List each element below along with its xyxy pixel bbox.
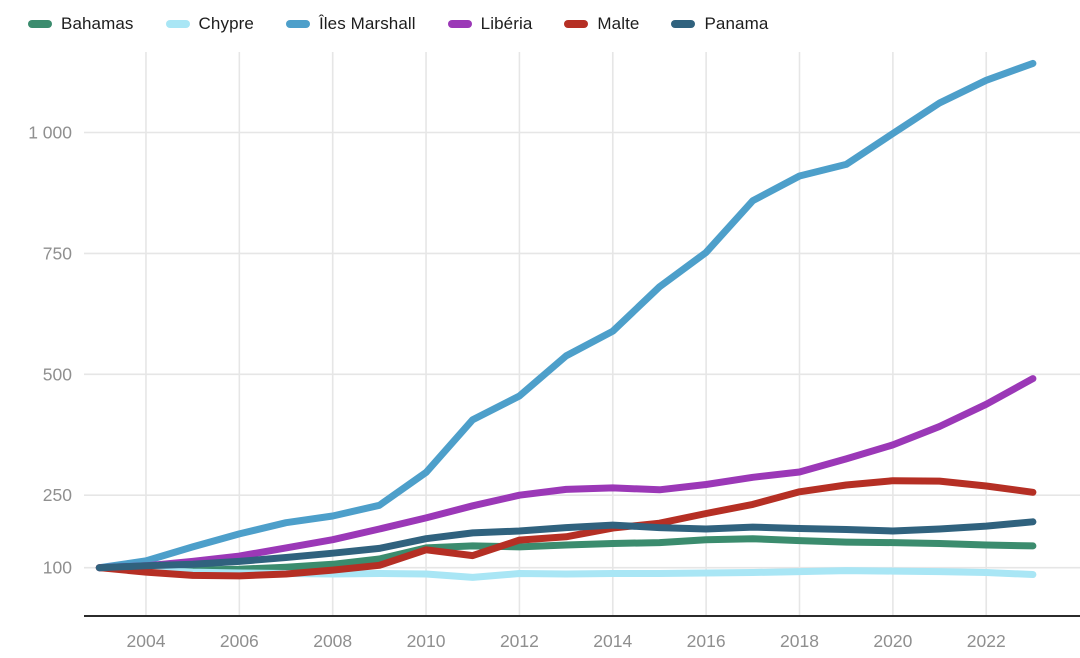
legend-item--les-marshall[interactable]: Îles Marshall (285, 14, 416, 34)
x-tick-label: 2014 (593, 631, 632, 651)
x-tick-label: 2012 (500, 631, 539, 651)
x-tick-label: 2020 (873, 631, 912, 651)
y-tick-label: 750 (43, 243, 72, 263)
legend-item-malte[interactable]: Malte (564, 14, 639, 34)
legend-label: Libéria (480, 14, 533, 33)
legend-swatch-icon (564, 20, 589, 28)
legend-label: Chypre (198, 14, 254, 33)
y-tick-label: 500 (43, 364, 72, 384)
legend-swatch-icon (447, 20, 472, 28)
legend-item-panama[interactable]: Panama (671, 14, 768, 34)
x-tick-label: 2022 (967, 631, 1006, 651)
legend-item-bahamas[interactable]: Bahamas (28, 14, 134, 34)
x-tick-label: 2006 (220, 631, 259, 651)
chart-legend: Bahamas Chypre Îles Marshall Libéria Malte Pa… (28, 14, 768, 34)
legend-label: Îles Marshall (318, 14, 416, 33)
legend-item-lib-ria[interactable]: Libéria (447, 14, 533, 34)
y-tick-label: 100 (43, 558, 72, 578)
y-tick-label: 1 000 (28, 123, 72, 143)
series-line-bahamas (95, 535, 1037, 574)
x-tick-label: 2018 (780, 631, 819, 651)
series-line-malte (95, 477, 1037, 580)
legend-label: Bahamas (61, 14, 134, 33)
x-tick-label: 2010 (407, 631, 446, 651)
series-line--les-marshall (95, 59, 1037, 572)
x-tick-label: 2004 (127, 631, 166, 651)
legend-item-chypre[interactable]: Chypre (165, 14, 254, 34)
x-tick-label: 2016 (687, 631, 726, 651)
series-line-panama (95, 518, 1037, 572)
legend-swatch-icon (28, 20, 52, 28)
legend-swatch-icon (165, 20, 190, 28)
legend-swatch-icon (285, 20, 310, 28)
x-tick-label: 2008 (313, 631, 352, 651)
y-tick-label: 250 (43, 485, 72, 505)
legend-label: Malte (597, 14, 640, 33)
series-line-lib-ria (95, 375, 1037, 572)
legend-swatch-icon (671, 20, 696, 28)
legend-label: Panama (704, 14, 769, 33)
